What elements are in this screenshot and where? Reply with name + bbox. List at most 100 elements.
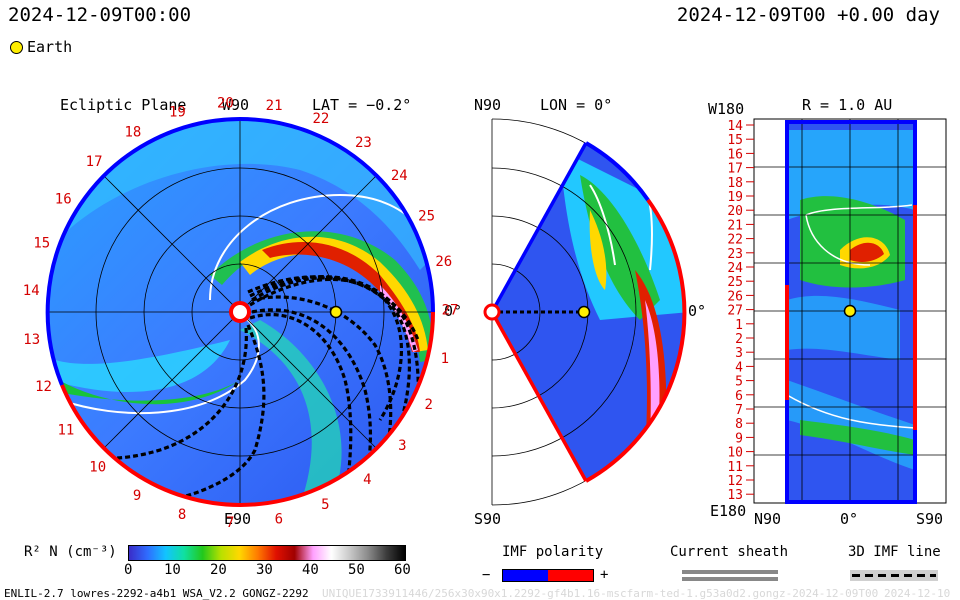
carrington-label: 21 bbox=[727, 218, 743, 233]
carrington-label: 23 bbox=[727, 247, 743, 262]
meridional-top-label: N90 bbox=[474, 96, 502, 114]
carrington-label: 8 bbox=[178, 507, 186, 523]
imf-line-label: 3D IMF line bbox=[848, 544, 941, 560]
footer-run-date: 2024-12-10 bbox=[884, 587, 951, 600]
carrington-label: 22 bbox=[312, 111, 329, 127]
current-sheath-line bbox=[209, 193, 421, 301]
sun-icon bbox=[229, 301, 251, 323]
ecliptic-border-negative bbox=[45, 117, 241, 386]
ecliptic-border-positive bbox=[239, 311, 435, 507]
imf-polarity-bar bbox=[502, 569, 594, 582]
carrington-label: 16 bbox=[55, 192, 72, 208]
carrington-label: 1 bbox=[735, 318, 743, 333]
imf-line-swatch bbox=[850, 570, 938, 581]
density-region bbox=[589, 210, 607, 290]
carrington-label: 14 bbox=[727, 119, 743, 134]
meridional-lon-label: LON = 0° bbox=[540, 96, 613, 114]
wedge-arc-negative bbox=[584, 141, 650, 202]
radial-top-left-label: W180 bbox=[708, 100, 745, 118]
density-region bbox=[55, 378, 240, 405]
ecliptic-border-negative bbox=[239, 117, 435, 313]
carrington-label: 16 bbox=[727, 147, 743, 162]
imf-line bbox=[59, 327, 248, 460]
colorbar-tick: 50 bbox=[348, 562, 365, 578]
colorbar-label: R² N (cm⁻³) bbox=[24, 544, 117, 560]
imf-line bbox=[249, 277, 403, 421]
carrington-label: 4 bbox=[363, 472, 371, 488]
carrington-label: 15 bbox=[33, 236, 50, 252]
wedge-edge-positive bbox=[490, 311, 588, 482]
carrington-label: 8 bbox=[735, 417, 743, 432]
carrington-label: 9 bbox=[133, 488, 141, 504]
colorbar bbox=[128, 545, 406, 561]
carrington-label: 13 bbox=[727, 488, 743, 503]
earth-marker-icon bbox=[843, 304, 857, 318]
carrington-label: 2 bbox=[735, 332, 743, 347]
earth-legend: Earth bbox=[10, 38, 72, 56]
carrington-label: 20 bbox=[217, 96, 234, 112]
imf-polarity-negative-swatch bbox=[503, 570, 548, 581]
ecliptic-bottom-label: E90 bbox=[224, 510, 252, 528]
current-sheath-swatch bbox=[682, 577, 778, 581]
current-sheath-line bbox=[59, 317, 260, 415]
carrington-label: 18 bbox=[727, 176, 743, 191]
footer-run-info: UNIQUE1733911446/256x30x90x1.2292-gf4b1.… bbox=[322, 587, 879, 600]
density-region bbox=[240, 320, 342, 505]
wedge-arc-positive bbox=[585, 198, 687, 483]
imf-polarity-minus: − bbox=[482, 567, 491, 583]
timestamp-left: 2024-12-09T00:00 bbox=[8, 4, 192, 26]
density-region bbox=[645, 300, 660, 440]
carrington-label: 25 bbox=[418, 209, 435, 225]
density-region bbox=[240, 236, 428, 352]
colorbar-tick: 40 bbox=[302, 562, 319, 578]
current-sheath-line bbox=[805, 214, 871, 266]
density-region bbox=[50, 340, 230, 392]
carrington-label: 5 bbox=[735, 375, 743, 390]
meridional-bottom-label: S90 bbox=[474, 510, 502, 528]
carrington-label: 21 bbox=[266, 98, 283, 114]
carrington-label: 25 bbox=[727, 275, 743, 290]
meridional-right-label: 0° bbox=[688, 302, 707, 320]
carrington-label: 10 bbox=[727, 446, 743, 461]
carrington-label: 24 bbox=[391, 168, 408, 184]
radial-bottom-label-s: S90 bbox=[916, 510, 944, 528]
radial-bottom-left-label: E180 bbox=[710, 502, 747, 520]
carrington-label: 6 bbox=[735, 389, 743, 404]
imf-polarity-label: IMF polarity bbox=[502, 544, 604, 560]
carrington-label: 18 bbox=[124, 124, 141, 140]
imf-polarity-plus: + bbox=[600, 567, 609, 583]
density-region bbox=[800, 420, 915, 455]
radial-carrington-labels: 1415161718192021222324252627123456789101… bbox=[727, 119, 754, 503]
carrington-label: 14 bbox=[23, 283, 40, 299]
colorbar-tick: 0 bbox=[124, 562, 133, 578]
carrington-label: 11 bbox=[57, 422, 74, 438]
carrington-label: 13 bbox=[23, 332, 40, 348]
carrington-label: 11 bbox=[727, 460, 743, 475]
carrington-label: 27 bbox=[727, 304, 743, 319]
sun-icon bbox=[483, 303, 501, 321]
current-sheath-line bbox=[589, 184, 616, 266]
colorbar-tick: 20 bbox=[210, 562, 227, 578]
carrington-label: 4 bbox=[735, 360, 743, 375]
current-sheath-label: Current sheath bbox=[670, 544, 789, 560]
timestamp-right: 2024-12-09T00 +0.00 day bbox=[676, 4, 940, 26]
carrington-label: 26 bbox=[435, 254, 452, 270]
carrington-label: 5 bbox=[321, 497, 329, 513]
earth-marker-icon bbox=[10, 40, 23, 54]
ecliptic-carrington-labels: 20 21222324252627123456789101112131415161… bbox=[23, 96, 459, 531]
earth-legend-label: Earth bbox=[27, 38, 73, 56]
imf-polarity-positive-swatch bbox=[548, 570, 593, 581]
ecliptic-border-positive bbox=[60, 384, 241, 507]
earth-marker-icon bbox=[577, 305, 591, 319]
imf-line bbox=[251, 276, 411, 441]
carrington-label: 7 bbox=[735, 403, 743, 418]
wedge-edge-negative bbox=[490, 142, 588, 313]
footer-model-info: ENLIL-2.7 lowres-2292-a4b1 WSA_V2.2 GONG… bbox=[4, 587, 309, 600]
current-sheath-line bbox=[805, 204, 913, 216]
carrington-label: 22 bbox=[727, 233, 743, 248]
carrington-label: 17 bbox=[727, 162, 743, 177]
carrington-label: 26 bbox=[727, 289, 743, 304]
ecliptic-top-label: W90 bbox=[222, 96, 250, 114]
